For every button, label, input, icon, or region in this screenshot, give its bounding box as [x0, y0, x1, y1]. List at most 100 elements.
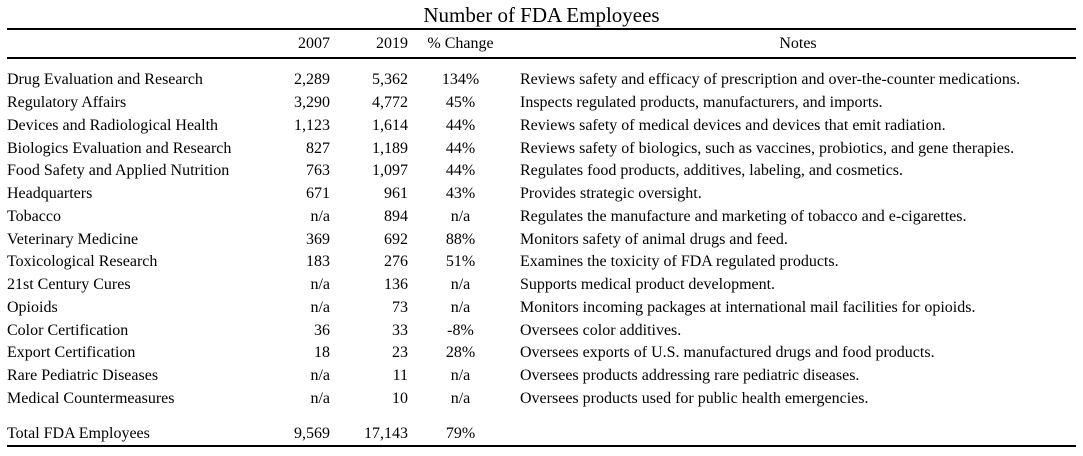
cell-2007-value: 1,123	[294, 116, 330, 134]
table-row: Headquarters 671 961 43% Provides strategic …	[7, 183, 1076, 206]
cell-category: Medical Countermeasures	[7, 389, 175, 407]
cell-2007-value: n/a	[310, 298, 330, 316]
cell-2007-value: n/a	[310, 389, 330, 407]
total-label: Total FDA Employees	[7, 424, 150, 442]
cell-change-value: n/a	[450, 367, 471, 385]
fda-employees-table: Number of FDA Employees 2007 2019 % Chan…	[7, 2, 1076, 448]
cell-category: Headquarters	[7, 185, 93, 203]
top-rule	[7, 28, 1076, 30]
cell-2007-value: n/a	[310, 367, 330, 385]
cell-2019-value: 136	[384, 276, 408, 294]
col-header-change: % Change	[427, 34, 494, 52]
cell-2019-value: 894	[384, 207, 408, 225]
cell-2007-value: 671	[306, 185, 330, 203]
cell-note: Inspects regulated products, manufacture…	[520, 94, 883, 112]
total-2019-value: 17,143	[364, 424, 408, 442]
table-row: Tobacco n/a 894 n/a Regulates the manufactur…	[7, 206, 1076, 229]
cell-2019-value: 692	[384, 230, 408, 248]
table-row: Food Safety and Applied Nutrition 763 1,09…	[7, 160, 1076, 183]
cell-category: 21st Century Cures	[7, 276, 131, 294]
cell-2019-value: 1,097	[372, 162, 408, 180]
cell-change-value: 44%	[445, 139, 476, 157]
cell-category: Veterinary Medicine	[7, 230, 139, 248]
table-body: Drug Evaluation and Research 2,289 5,362 13…	[7, 59, 1076, 410]
cell-2019-value: 10	[392, 389, 408, 407]
table-row: Regulatory Affairs 3,290 4,772 45% Inspects …	[7, 92, 1076, 115]
cell-note: Supports medical product development.	[520, 276, 776, 294]
cell-change-value: n/a	[450, 207, 471, 225]
cell-category: Tobacco	[7, 207, 61, 225]
cell-2019-value: 23	[392, 344, 408, 362]
cell-2007-value: 763	[306, 162, 330, 180]
cell-2007-value: n/a	[310, 207, 330, 225]
cell-note: Oversees color additives.	[520, 321, 682, 339]
cell-2007-value: 827	[306, 139, 330, 157]
table-row: Opioids n/a 73 n/a Monitors incoming package…	[7, 297, 1076, 320]
total-change-value: 79%	[445, 424, 476, 442]
cell-note: Monitors safety of animal drugs and feed…	[520, 230, 788, 248]
cell-category: Biologics Evaluation and Research	[7, 139, 232, 157]
cell-2007-value: 36	[314, 321, 330, 339]
cell-note: Reviews safety and efficacy of prescript…	[520, 71, 1021, 89]
cell-category: Regulatory Affairs	[7, 94, 127, 112]
cell-2007-value: 183	[306, 253, 330, 271]
cell-category: Toxicological Research	[7, 253, 158, 271]
table-row: Devices and Radiological Health 1,123 1,61…	[7, 115, 1076, 138]
cell-2007-value: 18	[314, 344, 330, 362]
page-title: Number of FDA Employees	[423, 3, 660, 27]
cell-change-value: 28%	[445, 344, 476, 362]
total-row: Total FDA Employees 9,569 17,143 79%	[7, 422, 1076, 445]
cell-category: Color Certification	[7, 321, 129, 339]
total-2007-value: 9,569	[294, 424, 330, 442]
cell-2019-value: 33	[392, 321, 408, 339]
cell-category: Rare Pediatric Diseases	[7, 367, 159, 385]
cell-note: Oversees exports of U.S. manufactured dr…	[520, 344, 935, 362]
cell-change-value: n/a	[450, 276, 471, 294]
cell-note: Reviews safety of biologics, such as vac…	[520, 139, 1015, 157]
cell-2019-value: 961	[384, 185, 408, 203]
cell-change-value: n/a	[450, 298, 471, 316]
cell-2019-value: 4,772	[372, 94, 408, 112]
cell-2007-value: 3,290	[294, 94, 330, 112]
cell-2019-value: 73	[392, 298, 408, 316]
col-header-notes: Notes	[779, 34, 817, 52]
table-row: Drug Evaluation and Research 2,289 5,362 13…	[7, 69, 1076, 92]
cell-note: Oversees products addressing rare pediat…	[520, 367, 860, 385]
col-header-2019: 2019	[376, 34, 408, 52]
cell-change-value: 44%	[445, 116, 476, 134]
cell-category: Drug Evaluation and Research	[7, 71, 203, 89]
bottom-rule	[7, 445, 1076, 448]
cell-2019-value: 1,189	[372, 139, 408, 157]
cell-note: Reviews safety of medical devices and de…	[520, 116, 946, 134]
cell-note: Provides strategic oversight.	[520, 185, 702, 203]
table-row: Biologics Evaluation and Research 827 1,18…	[7, 137, 1076, 160]
cell-category: Export Certification	[7, 344, 136, 362]
cell-change-value: -8%	[447, 321, 474, 339]
table-row: Color Certification 36 33 -8% Oversees color…	[7, 319, 1076, 342]
table-row: Medical Countermeasures n/a 10 n/a Oversees …	[7, 388, 1076, 411]
cell-change-value: 134%	[441, 71, 480, 89]
cell-change-value: 88%	[445, 230, 476, 248]
cell-note: Oversees products used for public health…	[520, 389, 869, 407]
cell-2007-value: n/a	[310, 276, 330, 294]
table-row: Toxicological Research 183 276 51% Examines …	[7, 251, 1076, 274]
cell-change-value: 45%	[445, 94, 476, 112]
table-row: Veterinary Medicine 369 692 88% Monitors saf…	[7, 228, 1076, 251]
col-header-2007: 2007	[298, 34, 330, 52]
cell-note: Regulates food products, additives, labe…	[520, 162, 904, 180]
cell-2007-value: 2,289	[294, 71, 330, 89]
header-rule	[7, 57, 1076, 59]
cell-category: Devices and Radiological Health	[7, 116, 219, 134]
cell-note: Regulates the manufacture and marketing …	[520, 207, 967, 225]
cell-change-value: 43%	[445, 185, 476, 203]
cell-note: Examines the toxicity of FDA regulated p…	[520, 253, 839, 271]
table-row: 21st Century Cures n/a 136 n/a Supports medi…	[7, 274, 1076, 297]
cell-change-value: n/a	[450, 389, 471, 407]
cell-2019-value: 5,362	[372, 71, 408, 89]
cell-2019-value: 11	[392, 367, 408, 385]
header-row: 2007 2019 % Change Notes	[7, 30, 1076, 57]
cell-2019-value: 276	[384, 253, 408, 271]
cell-2007-value: 369	[306, 230, 330, 248]
cell-2019-value: 1,614	[372, 116, 408, 134]
cell-category: Opioids	[7, 298, 58, 316]
